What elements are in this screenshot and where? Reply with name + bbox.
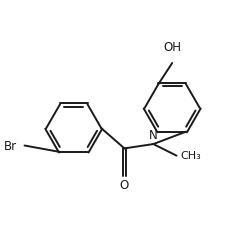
Text: Br: Br [4, 140, 17, 153]
Text: N: N [149, 129, 158, 142]
Text: O: O [120, 179, 129, 192]
Text: OH: OH [163, 41, 181, 54]
Text: CH₃: CH₃ [180, 151, 201, 161]
